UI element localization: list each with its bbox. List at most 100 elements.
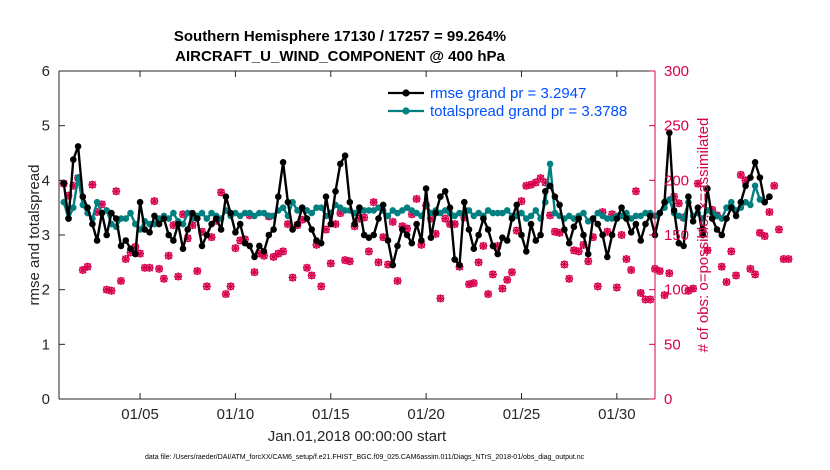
totalspread-point [337,204,344,211]
obs-count-point [517,197,526,206]
rmse-point [260,248,268,255]
rmse-point [351,220,358,228]
rmse-point [494,250,502,258]
rmse-point [179,245,187,252]
obs-count-point [655,267,664,276]
obs-count-point [765,208,774,217]
rmse-point [117,242,125,250]
obs-count-point [174,272,183,281]
rmse-point [685,193,692,200]
rmse-point [594,220,602,228]
totalspread-point [470,212,478,220]
obs-count-point [774,225,783,234]
obs-count-point [302,263,311,272]
rmse-point [74,143,82,150]
rmse-point [751,159,759,166]
rmse-point [565,239,573,247]
rmse-point [589,215,597,222]
rmse-point [561,226,568,233]
rmse-point [198,242,206,250]
rmse-point [613,215,621,222]
rmse-point [608,231,616,239]
totalspread-point [451,212,459,220]
rmse-point [427,234,435,241]
obs-count-point [622,255,631,264]
rmse-point [632,220,640,228]
x-tick-label: 01/10 [217,406,255,423]
chart-title-line1: Southern Hemisphere 17130 / 17257 = 99.2… [174,28,506,45]
totalspread-point [604,215,611,222]
rmse-point [670,207,678,214]
y-right-tick-label: 200 [664,172,689,189]
rmse-point [542,188,549,195]
rmse-point [503,237,511,244]
rmse-point [308,226,316,233]
y-right-tick-label: 50 [664,336,681,353]
totalspread-point [279,204,287,211]
totalspread-point [718,215,726,222]
obs-count-point [732,271,741,280]
rmse-point [93,237,101,244]
rmse-point [599,231,606,239]
obs-count-point [531,178,540,187]
obs-count-point [469,279,478,288]
totalspread-point [246,209,253,217]
totalspread-point [494,209,502,217]
rmse-point [379,201,387,209]
rmse-point [732,212,740,220]
rmse-point [680,242,687,250]
rmse-point [523,248,530,255]
totalspread-point [456,209,463,217]
rmse-point [646,212,654,220]
totalspread-point [370,207,378,214]
rmse-point [537,231,544,239]
rmse-point [346,198,354,206]
rmse-point [174,220,182,228]
obs-count-point [484,290,493,299]
rmse-point [480,215,487,222]
rmse-point [251,253,258,261]
legend: rmse grand pr = 3.2947 totalspread grand… [383,80,653,122]
rmse-point [208,220,215,228]
obs-count-point [374,258,383,267]
rmse-point [136,198,144,206]
obs-count-point [116,276,125,285]
totalspread-point [384,212,392,220]
totalspread-point [675,212,683,220]
rmse-point [699,231,706,239]
totalspread-point [546,160,554,168]
obs-count-point [717,262,726,271]
totalspread-point [518,209,525,217]
rmse-point [384,237,392,244]
rmse-point [718,231,726,239]
totalspread-point [475,209,482,217]
rmse-point [413,220,420,228]
rmse-point [575,215,582,222]
obs-count-point [159,274,168,283]
totalspread-point [165,215,172,222]
rmse-point [546,182,554,190]
y-tick-label: 2 [42,282,50,299]
rmse-point [65,215,72,222]
rmse-point [704,185,711,192]
rmse-point [89,220,96,228]
rmse-point [403,231,411,239]
obs-count-point [221,290,230,299]
obs-count-point [746,264,755,273]
totalspread-point [489,209,497,217]
totalspread-point [360,207,368,214]
obs-count-point [83,262,92,271]
obs-count-point [479,241,488,250]
obs-count-point [345,257,354,266]
totalspread-point [742,198,749,206]
rmse-point [255,242,263,250]
obs-count-point [560,260,569,269]
obs-count-point [498,284,507,293]
totalspread-point [251,212,258,220]
rmse-point [446,204,454,211]
totalspread-point [713,212,721,220]
obs-count-point [288,273,297,282]
totalspread-point [441,207,449,214]
rmse-point [713,226,721,233]
obs-count-point [636,288,645,297]
